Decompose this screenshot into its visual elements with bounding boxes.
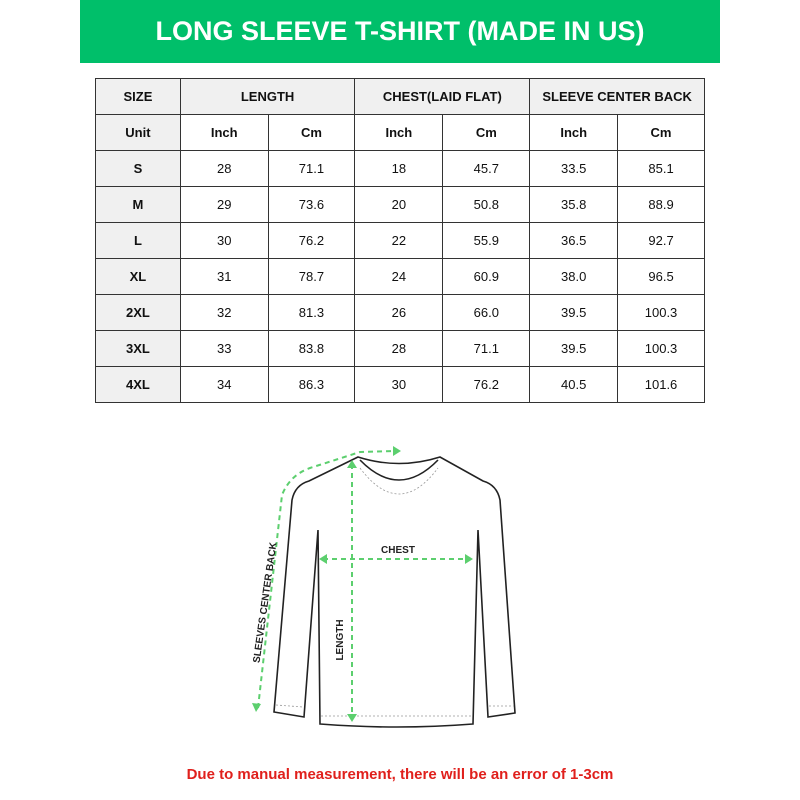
size-cell: L xyxy=(95,222,181,259)
value-cell: 101.6 xyxy=(617,366,705,403)
arrowheads xyxy=(252,446,473,722)
value-cell: 86.3 xyxy=(267,366,356,403)
value-cell: 71.1 xyxy=(267,150,356,187)
size-cell: S xyxy=(95,150,181,187)
value-cell: 85.1 xyxy=(617,150,705,187)
unit-cell: Cm xyxy=(267,114,356,151)
value-cell: 30 xyxy=(179,222,269,259)
title-banner: LONG SLEEVE T-SHIRT (MADE IN US) xyxy=(80,0,720,63)
header-sleeve: SLEEVE CENTER BACK xyxy=(529,78,705,115)
value-cell: 83.8 xyxy=(267,330,356,367)
value-cell: 39.5 xyxy=(529,294,619,331)
table-row: L 30 76.2 22 55.9 36.5 92.7 xyxy=(95,222,705,259)
unit-cell: Inch xyxy=(179,114,269,151)
table-row: 3XL 33 83.8 28 71.1 39.5 100.3 xyxy=(95,330,705,367)
value-cell: 55.9 xyxy=(442,222,531,259)
size-cell: 2XL xyxy=(95,294,181,331)
value-cell: 24 xyxy=(354,258,444,295)
value-cell: 76.2 xyxy=(267,222,356,259)
measurement-note: Due to manual measurement, there will be… xyxy=(186,766,614,783)
table-row: M 29 73.6 20 50.8 35.8 88.9 xyxy=(95,186,705,223)
value-cell: 30 xyxy=(354,366,444,403)
value-cell: 100.3 xyxy=(617,294,705,331)
size-cell: 4XL xyxy=(95,366,181,403)
value-cell: 20 xyxy=(354,186,444,223)
unit-cell: Inch xyxy=(529,114,619,151)
size-table: SIZE LENGTH CHEST(LAID FLAT) SLEEVE CENT… xyxy=(95,78,705,403)
header-length: LENGTH xyxy=(179,78,356,115)
size-cell: 3XL xyxy=(95,330,181,367)
value-cell: 26 xyxy=(354,294,444,331)
unit-label: Unit xyxy=(95,114,181,151)
value-cell: 29 xyxy=(179,186,269,223)
value-cell: 38.0 xyxy=(529,258,619,295)
value-cell: 100.3 xyxy=(617,330,705,367)
sleeve-arrow xyxy=(257,450,396,709)
value-cell: 40.5 xyxy=(529,366,619,403)
value-cell: 33 xyxy=(179,330,269,367)
unit-cell: Cm xyxy=(442,114,531,151)
shirt-outline xyxy=(273,456,516,728)
value-cell: 96.5 xyxy=(617,258,705,295)
header-size: SIZE xyxy=(95,78,181,115)
value-cell: 92.7 xyxy=(617,222,705,259)
value-cell: 18 xyxy=(354,150,444,187)
value-cell: 34 xyxy=(179,366,269,403)
value-cell: 31 xyxy=(179,258,269,295)
header-chest: CHEST(LAID FLAT) xyxy=(354,78,531,115)
value-cell: 66.0 xyxy=(442,294,531,331)
size-cell: XL xyxy=(95,258,181,295)
unit-cell: Inch xyxy=(354,114,444,151)
table-header-row: SIZE LENGTH CHEST(LAID FLAT) SLEEVE CENT… xyxy=(95,78,705,115)
value-cell: 22 xyxy=(354,222,444,259)
value-cell: 81.3 xyxy=(267,294,356,331)
table-row: 4XL 34 86.3 30 76.2 40.5 101.6 xyxy=(95,366,705,403)
value-cell: 39.5 xyxy=(529,330,619,367)
chest-label: CHEST xyxy=(381,545,415,556)
unit-row: Unit Inch Cm Inch Cm Inch Cm xyxy=(95,114,705,151)
value-cell: 76.2 xyxy=(442,366,531,403)
measure-lines xyxy=(257,450,469,718)
size-cell: M xyxy=(95,186,181,223)
value-cell: 36.5 xyxy=(529,222,619,259)
value-cell: 50.8 xyxy=(442,186,531,223)
length-label: LENGTH xyxy=(335,619,346,660)
value-cell: 78.7 xyxy=(267,258,356,295)
